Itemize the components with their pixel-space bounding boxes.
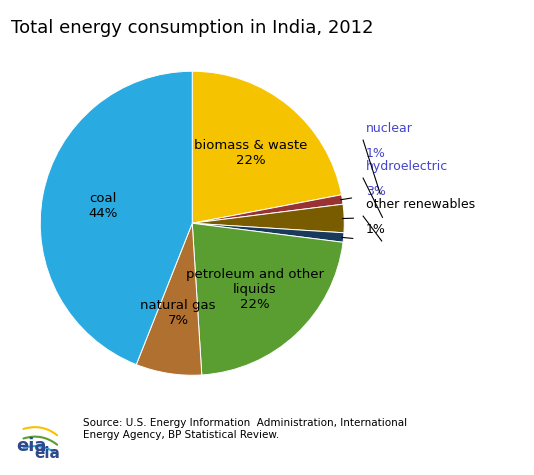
Text: hydroelectric: hydroelectric — [366, 161, 448, 173]
Wedge shape — [192, 195, 343, 223]
Text: Total energy consumption in India, 2012: Total energy consumption in India, 2012 — [11, 19, 373, 37]
Wedge shape — [40, 71, 192, 365]
Text: biomass & waste
22%: biomass & waste 22% — [194, 139, 307, 167]
Wedge shape — [192, 223, 344, 242]
Text: Source: U.S. Energy Information  Administration, International
Energy Agency, BP: Source: U.S. Energy Information Administ… — [83, 418, 407, 439]
Wedge shape — [192, 204, 344, 233]
Text: eia: eia — [35, 446, 60, 461]
Text: eia: eia — [16, 437, 46, 455]
Text: 1%: 1% — [366, 223, 386, 236]
Wedge shape — [192, 71, 342, 223]
Text: other renewables: other renewables — [366, 199, 475, 211]
Text: 1%: 1% — [366, 147, 386, 160]
Text: coal
44%: coal 44% — [88, 192, 117, 220]
Text: 3%: 3% — [366, 185, 386, 198]
Text: natural gas
7%: natural gas 7% — [140, 299, 216, 327]
Wedge shape — [136, 223, 202, 375]
Text: nuclear: nuclear — [366, 123, 413, 135]
Wedge shape — [192, 223, 343, 375]
Text: petroleum and other
liquids
22%: petroleum and other liquids 22% — [186, 268, 324, 311]
